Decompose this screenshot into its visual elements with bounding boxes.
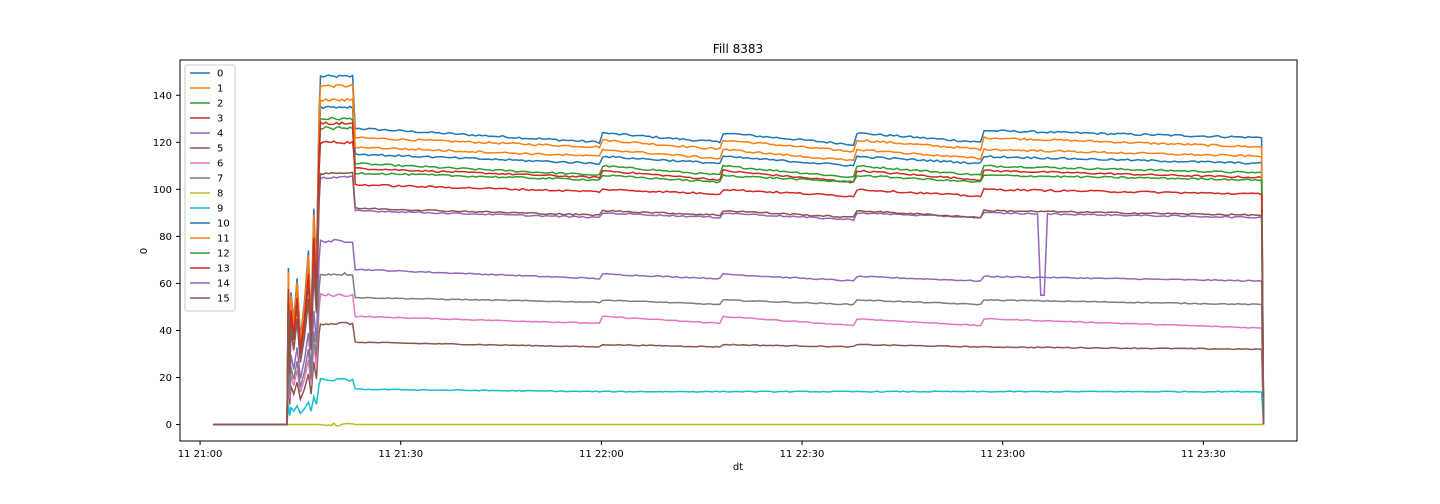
x-tick-label: 11 22:30 — [780, 449, 825, 460]
series-line-10 — [213, 104, 1265, 426]
legend-label-10: 10 — [217, 219, 230, 230]
series-line-7 — [213, 271, 1265, 426]
x-tick-label: 11 23:30 — [1181, 449, 1226, 460]
series-line-9 — [213, 377, 1265, 426]
legend-label-1: 1 — [217, 84, 223, 95]
y-tick-label: 20 — [159, 373, 172, 384]
legend-label-3: 3 — [217, 114, 223, 125]
plot-area — [213, 74, 1265, 427]
series-line-12 — [213, 126, 1265, 426]
y-tick-label: 140 — [153, 91, 172, 102]
y-tick-label: 40 — [159, 326, 172, 337]
y-tick-label: 0 — [166, 420, 172, 431]
series-line-1 — [213, 83, 1265, 426]
series-line-11 — [213, 97, 1265, 426]
y-axis-label: 0 — [139, 248, 150, 254]
series-line-13 — [213, 120, 1265, 426]
x-tick-label: 11 23:00 — [980, 449, 1025, 460]
y-tick-label: 80 — [159, 232, 172, 243]
legend-label-6: 6 — [217, 159, 223, 170]
x-tick-label: 11 21:30 — [378, 449, 423, 460]
legend-label-4: 4 — [217, 129, 223, 140]
legend-label-7: 7 — [217, 174, 223, 185]
legend-label-9: 9 — [217, 204, 223, 215]
y-tick-label: 120 — [153, 138, 172, 149]
legend-label-15: 15 — [217, 294, 230, 305]
x-tick-label: 11 22:00 — [579, 449, 624, 460]
legend-label-5: 5 — [217, 144, 223, 155]
y-axis: 0 20 40 60 80 100 120 140 — [153, 91, 180, 431]
legend-label-8: 8 — [217, 189, 223, 200]
legend-label-14: 14 — [217, 279, 230, 290]
series-line-0 — [213, 74, 1265, 426]
series-line-8 — [213, 422, 1264, 427]
series-line-15 — [213, 171, 1265, 426]
y-tick-label: 100 — [153, 185, 172, 196]
chart-title: Fill 8383 — [713, 42, 763, 56]
legend-box — [184, 64, 236, 312]
series-line-6 — [213, 292, 1265, 426]
x-tick-label: 11 21:00 — [178, 449, 223, 460]
series-line-2 — [213, 116, 1265, 426]
legend-label-11: 11 — [217, 234, 230, 245]
series-line-14 — [213, 175, 1265, 426]
series-line-3 — [213, 140, 1265, 426]
legend-label-12: 12 — [217, 249, 230, 260]
y-tick-label: 60 — [159, 279, 172, 290]
x-axis: 11 21:00 11 21:30 11 22:00 11 22:30 11 23:00… — [178, 441, 1226, 460]
plot-frame — [179, 59, 1298, 442]
x-axis-label: dt — [733, 462, 743, 473]
legend-label-13: 13 — [217, 264, 230, 275]
series-line-4 — [213, 238, 1265, 426]
legend-label-2: 2 — [217, 99, 223, 110]
series-line-5 — [213, 321, 1265, 426]
legend-label-0: 0 — [217, 69, 223, 80]
